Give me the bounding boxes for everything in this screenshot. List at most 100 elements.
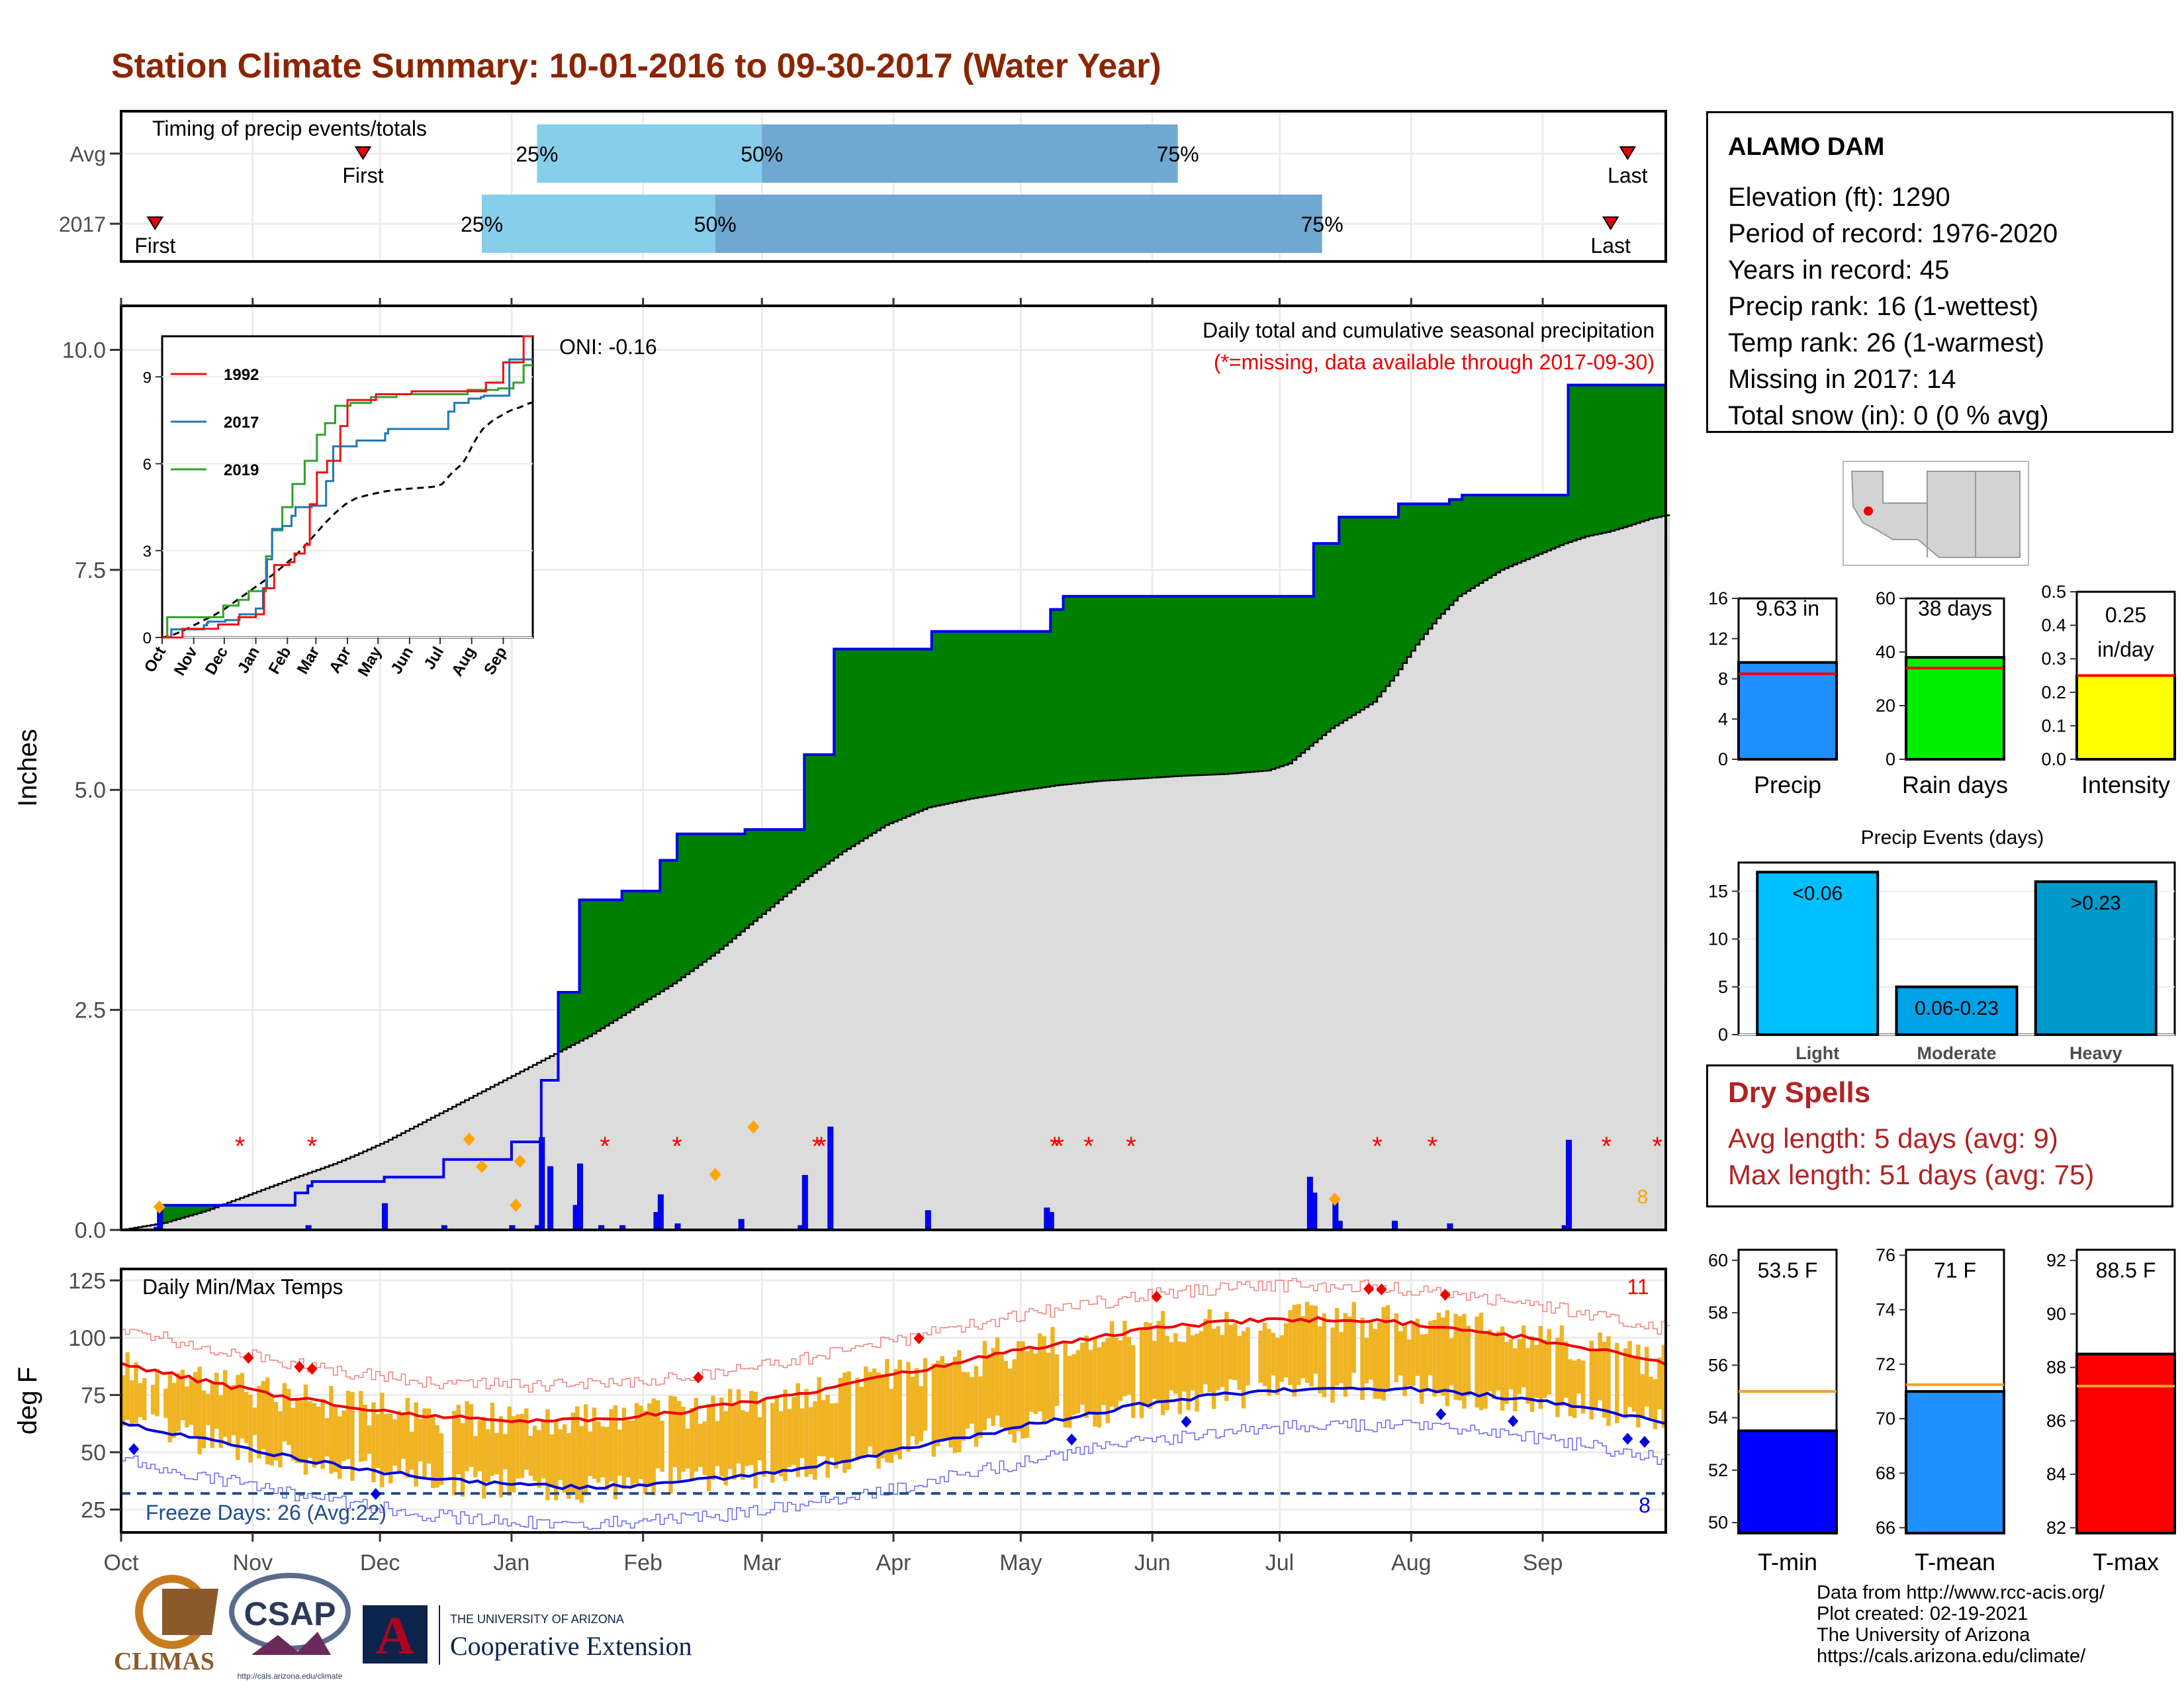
- temp-daily-bar: [1075, 1350, 1081, 1414]
- temp-daily-bar: [1122, 1321, 1127, 1397]
- temp-daily-bar: [1309, 1305, 1314, 1387]
- temp-daily-bar: [516, 1414, 520, 1479]
- station-info-panel: ALAMO DAM Elevation (ft): 1290 Period of…: [1706, 111, 2173, 433]
- temp-daily-bar: [1152, 1340, 1157, 1399]
- timing-row-label-2017: 2017: [59, 212, 106, 236]
- temp-daily-bar: [218, 1395, 223, 1448]
- temp-daily-bar: [859, 1387, 864, 1457]
- temp-daily-bar: [1381, 1307, 1386, 1401]
- map-station-marker: [1864, 506, 1873, 516]
- temp-daily-bar: [388, 1413, 393, 1483]
- inset-y-tick-label: 0: [143, 630, 152, 647]
- temp-daily-bar: [396, 1411, 402, 1474]
- temp-daily-bar: [829, 1403, 835, 1458]
- timing-avg-last-label: Last: [1608, 164, 1648, 187]
- temp-daily-bar: [906, 1362, 911, 1452]
- map-state-outline: [1850, 471, 2021, 558]
- temp-daily-bar: [1283, 1323, 1289, 1378]
- temp-daily-bar: [329, 1385, 334, 1474]
- temp-daily-bar: [711, 1395, 715, 1481]
- temp-daily-bar: [596, 1421, 601, 1483]
- inset-series-2017: [162, 358, 533, 639]
- temp-daily-bar: [1131, 1344, 1136, 1418]
- precip-average-area: [121, 515, 1670, 1230]
- temp-daily-bar: [1576, 1358, 1581, 1394]
- temp-daily-bar: [626, 1420, 631, 1477]
- temp-daily-bar: [770, 1403, 775, 1483]
- temp-daily-bar: [813, 1401, 817, 1480]
- temp-daily-bar: [1351, 1302, 1356, 1373]
- station-missing: Missing in 2017: 14: [1728, 365, 1956, 394]
- temp-daily-bar: [745, 1411, 749, 1466]
- temp-daily-bar: [592, 1407, 597, 1479]
- temp-record-min-marker: [1508, 1415, 1519, 1427]
- precip-daily-bar: [925, 1210, 931, 1231]
- temp-daily-bar: [1615, 1342, 1619, 1423]
- temp-daily-bar: [507, 1406, 512, 1496]
- temp-daily-bar: [1504, 1341, 1509, 1404]
- temp-daily-bar: [287, 1389, 291, 1446]
- temp-daily-bar: [1369, 1323, 1373, 1380]
- tmin-y-tick-label: 50: [1708, 1513, 1728, 1532]
- precip-missing-marker: *: [1652, 1132, 1662, 1161]
- temp-daily-bar: [1364, 1338, 1369, 1383]
- intensity-value-label-2: in/day: [2097, 637, 2154, 661]
- temp-daily-bar: [621, 1407, 627, 1489]
- temp-y-tick-label: 100: [68, 1326, 106, 1351]
- temp-daily-bar: [583, 1404, 588, 1496]
- temp-daily-bar: [341, 1410, 346, 1462]
- temp-daily-bar: [1300, 1316, 1305, 1379]
- temp-daily-bar: [291, 1407, 295, 1461]
- timing-avg-bar-50-75: [762, 124, 1178, 183]
- temp-daily-bar: [1232, 1323, 1238, 1380]
- temp-daily-bar: [134, 1362, 138, 1423]
- temp-daily-bar: [345, 1390, 351, 1460]
- temp-daily-bar: [282, 1383, 287, 1442]
- temp-daily-bar: [1105, 1338, 1111, 1424]
- inset-legend-label: 2017: [224, 414, 259, 432]
- precip-missing-marker: *: [1050, 1132, 1060, 1161]
- temp-daily-bar: [1165, 1336, 1169, 1411]
- tmean-value-label: 71 F: [1934, 1258, 1976, 1282]
- precip-events-title: Precip Events (days): [1861, 827, 2044, 849]
- temp-daily-bar: [180, 1370, 185, 1421]
- temp-daily-bar: [1564, 1341, 1569, 1398]
- temp-record-min-line: [121, 1419, 1670, 1530]
- temp-daily-bar: [303, 1384, 308, 1475]
- temp-daily-bar: [1598, 1332, 1602, 1401]
- temp-daily-bar: [1029, 1348, 1034, 1412]
- temp-daily-bar: [1114, 1337, 1118, 1409]
- temp-daily-bar: [783, 1389, 788, 1481]
- precip-missing-marker: *: [672, 1132, 682, 1161]
- temp-daily-bar: [125, 1352, 130, 1420]
- temp-daily-bar: [617, 1429, 622, 1476]
- temp-daily-bar: [1063, 1342, 1068, 1428]
- temp-daily-bar: [723, 1411, 728, 1485]
- temp-daily-bar: [236, 1375, 240, 1460]
- temp-daily-bar: [1177, 1341, 1183, 1415]
- temp-daily-bar: [1627, 1340, 1632, 1407]
- precip-events-bar: [1756, 870, 1880, 1037]
- station-snow: Total snow (in): 0 (0 % avg): [1728, 401, 2049, 430]
- temp-daily-bar: [944, 1363, 949, 1439]
- temp-daily-bar: [1525, 1348, 1530, 1404]
- temp-daily-bar: [473, 1436, 478, 1477]
- inset-series-1992: [162, 335, 533, 639]
- intensity-bar: [2075, 674, 2176, 761]
- temp-daily-bar: [1602, 1342, 1607, 1418]
- precip-average-line: [121, 514, 1670, 1231]
- temp-daily-bar: [222, 1370, 228, 1437]
- temp-daily-bar: [1190, 1335, 1195, 1391]
- temp-daily-bar: [736, 1389, 741, 1464]
- temp-daily-bar: [1262, 1323, 1267, 1387]
- timing-row-label-avg: Avg: [69, 142, 106, 166]
- precip-total-bar: [1737, 661, 1838, 761]
- precip-missing-marker: *: [600, 1132, 610, 1161]
- ua-cooperative-extension-logo: A THE UNIVERSITY OF ARIZONA Cooperative Ex…: [363, 1605, 692, 1665]
- precip-missing-marker: *: [1428, 1132, 1438, 1161]
- precip-daily-bar: [657, 1194, 664, 1231]
- temp-record-max-line: [121, 1278, 1670, 1393]
- temp-daily-bar: [753, 1391, 758, 1489]
- temp-daily-bar: [978, 1376, 983, 1438]
